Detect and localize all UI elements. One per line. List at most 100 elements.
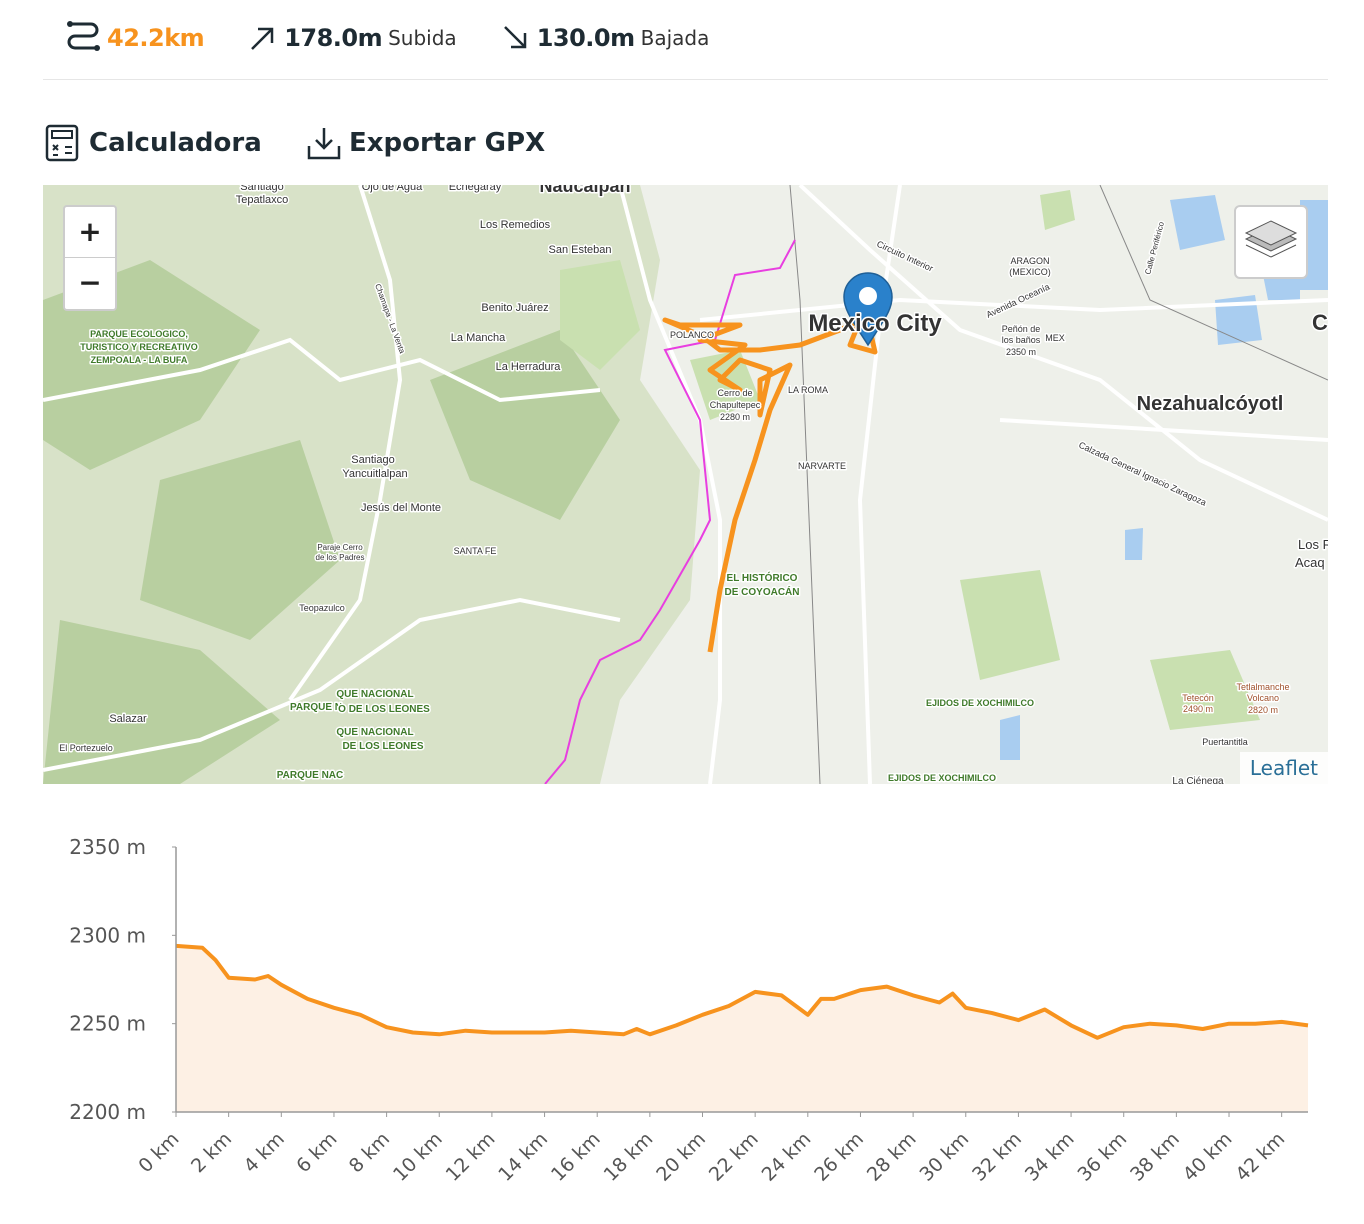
calculator-button[interactable]: Calculadora — [45, 124, 262, 162]
y-tick-label: 2300 m — [69, 923, 146, 947]
zoom-in[interactable]: + — [65, 207, 115, 258]
map-label: 2490 m — [1183, 704, 1213, 714]
descent-label: Bajada — [640, 26, 710, 50]
distance-value: 42.2km — [107, 24, 205, 52]
x-tick-label: 38 km — [1126, 1128, 1184, 1186]
zoom-out[interactable]: − — [78, 266, 102, 299]
map-label: Yancuitlalpan — [342, 468, 407, 480]
map-label: PARQUE NAC — [277, 770, 343, 781]
x-tick-label: 16 km — [547, 1128, 605, 1186]
map-label: LA ROMA — [788, 385, 828, 395]
map-label: Santiago — [351, 454, 394, 466]
map-label: de los Padres — [316, 553, 365, 562]
y-tick-label: 2250 m — [69, 1012, 146, 1036]
map-label: DE LOS LEONES — [342, 741, 423, 752]
map-label: Los R — [1298, 537, 1328, 552]
map-label: Tetlalmanche — [1236, 682, 1289, 692]
map-label: Salazar — [109, 713, 147, 725]
x-tick-label: 24 km — [758, 1128, 816, 1186]
map-label: PARQUE N — [290, 702, 342, 713]
map-label: Volcano — [1247, 693, 1279, 703]
map-label: Acaq — [1295, 555, 1325, 570]
x-tick-label: 14 km — [494, 1128, 552, 1186]
map-label: Teopazulco — [299, 603, 345, 613]
export-label: Exportar GPX — [349, 128, 546, 158]
map-label: Jesús del Monte — [361, 502, 441, 514]
map-label: Nezahualcóyotl — [1137, 393, 1284, 415]
map-label: San Esteban — [549, 244, 612, 256]
descent-value: 130.0m — [536, 24, 635, 52]
map-label: La Ciénega — [1172, 776, 1224, 784]
marker[interactable] — [843, 272, 893, 347]
map-label: Mexico City — [808, 310, 942, 337]
map-label: los baños — [1002, 335, 1041, 345]
map-label: 2280 m — [720, 412, 750, 422]
elevation-line — [175, 943, 1309, 1040]
map-label: Naucalpan — [539, 185, 630, 196]
map-label: QUE NACIONAL — [336, 689, 413, 700]
y-tick-label: 2350 m — [69, 835, 146, 859]
map-label: Chapultepec — [710, 400, 761, 410]
map[interactable]: Mexico City Nezahualcóyotl Naucalpan San… — [43, 185, 1328, 784]
x-tick-label: 32 km — [968, 1128, 1026, 1186]
map-label: Santiago — [240, 185, 283, 193]
forest — [43, 260, 620, 784]
map-label: MEX — [1045, 333, 1065, 343]
map-label: O DE LOS LEONES — [338, 704, 430, 715]
map-label: Tepatlaxco — [236, 194, 289, 206]
map-label: POLANCO — [670, 330, 714, 340]
map-canvas: Mexico City Nezahualcóyotl Naucalpan San… — [43, 185, 1328, 784]
x-tick-label: 8 km — [345, 1128, 394, 1177]
stats-bar: 42.2km 178.0m Subida 130.0m Bajada — [63, 18, 751, 58]
map-label: NARVARTE — [798, 461, 846, 471]
x-tick-label: 10 km — [389, 1128, 447, 1186]
x-tick-label: 42 km — [1231, 1128, 1289, 1186]
descent: 130.0m Bajada — [499, 21, 710, 55]
map-label: ZEMPOALA - LA BUFA — [91, 355, 188, 365]
x-tick-label: 20 km — [652, 1128, 710, 1186]
x-tick-label: 28 km — [863, 1128, 921, 1186]
map-label: QUE NACIONAL — [336, 727, 413, 738]
map-label: DE COYOACÁN — [724, 585, 799, 598]
map-label: EJIDOS DE XOCHIMILCO — [888, 773, 996, 783]
export-button[interactable]: Exportar GPX — [305, 124, 545, 162]
ascent-value: 178.0m — [284, 24, 383, 52]
layers-button[interactable] — [1234, 205, 1308, 279]
x-tick-label: 4 km — [240, 1128, 289, 1177]
download-icon — [307, 128, 341, 160]
attribution[interactable]: Leaflet — [1239, 752, 1328, 784]
map-label: Benito Juárez — [481, 302, 548, 314]
separator — [43, 79, 1328, 80]
descent-icon — [503, 26, 526, 49]
map-label: Ojo de Agua — [362, 185, 423, 193]
map-label: El Portezuelo — [59, 743, 113, 753]
map-label: La Herradura — [496, 361, 562, 373]
x-tick-label: 0 km — [134, 1128, 183, 1177]
x-tick-label: 22 km — [705, 1128, 763, 1186]
calculator-label: Calculadora — [89, 128, 262, 158]
map-label: Los Remedios — [480, 219, 551, 231]
map-label: Tetecón — [1182, 693, 1214, 703]
map-label: EJIDOS DE XOCHIMILCO — [926, 698, 1034, 708]
route-icon — [67, 21, 100, 51]
map-label: EL HISTÓRICO — [727, 571, 798, 584]
map-label: Cl — [1312, 310, 1328, 335]
map-label: Peñón de — [1002, 324, 1041, 334]
x-tick-label: 2 km — [187, 1128, 236, 1177]
map-label: PARQUE ECOLOGICO, — [90, 329, 188, 339]
ascent: 178.0m Subida — [246, 21, 457, 55]
layers-icon — [1244, 220, 1298, 258]
boundary-line — [544, 239, 796, 784]
zoom-control: + − — [63, 205, 117, 311]
y-tick-label: 2200 m — [69, 1100, 146, 1124]
elevation-chart: 2200 m 2250 m 2300 m 2350 m 0 km 2 km 4 km 6 km… — [69, 835, 1309, 1186]
x-tick-label: 6 km — [292, 1128, 341, 1177]
map-label: TURISTICO Y RECREATIVO — [80, 342, 198, 352]
x-tick-label: 36 km — [1073, 1128, 1131, 1186]
map-label: SANTA FE — [454, 546, 497, 556]
map-label: (MEXICO) — [1009, 267, 1051, 277]
x-tick-label: 18 km — [600, 1128, 658, 1186]
x-tick-label: 40 km — [1179, 1128, 1237, 1186]
ascent-icon — [251, 27, 274, 50]
